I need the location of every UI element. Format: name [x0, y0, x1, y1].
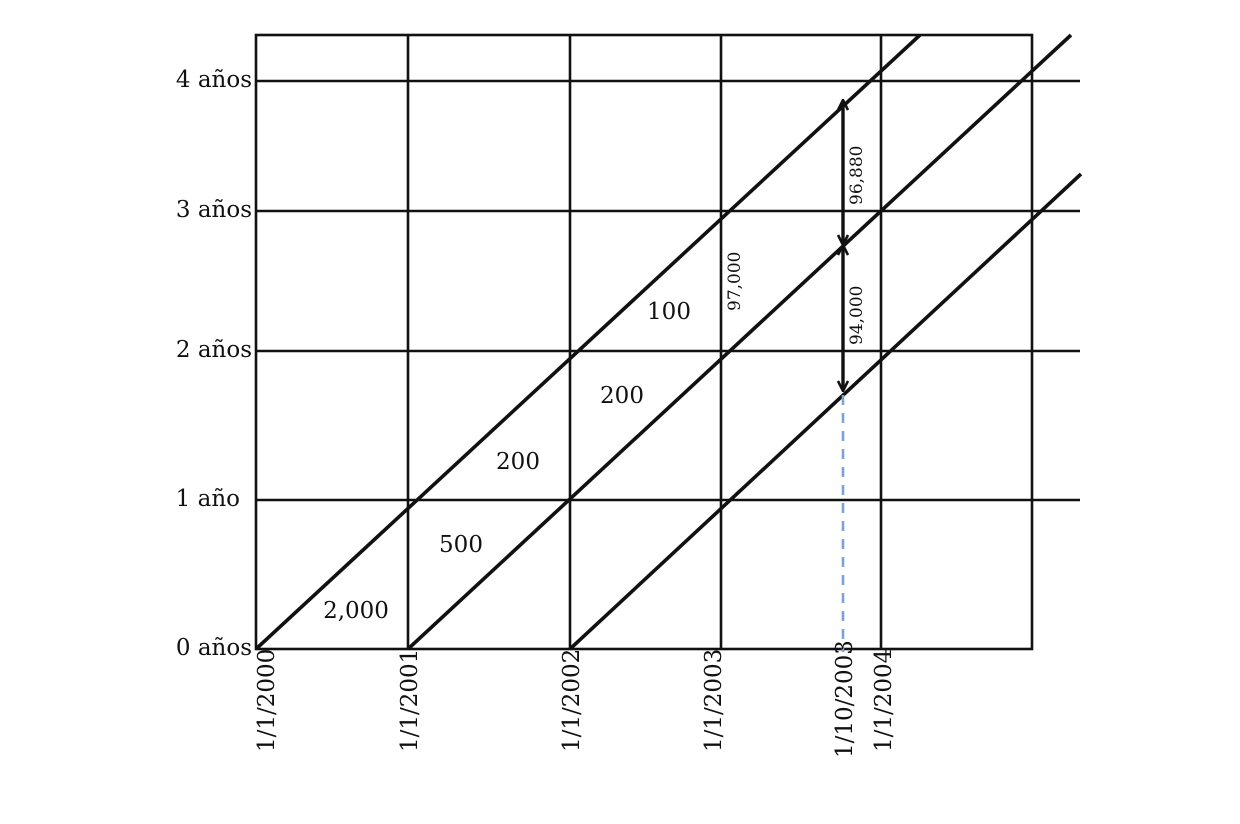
grid-frame [256, 35, 1032, 649]
lifelines [256, 35, 1081, 649]
cell-value-3: 200 [496, 449, 540, 475]
flow-value-upper: 96,880 [847, 146, 867, 205]
x-label-2003: 1/1/2003 [701, 649, 727, 752]
x-label-20031001: 1/10/2003 [832, 640, 858, 758]
cell-value-4: 200 [600, 383, 644, 409]
x-label-2001: 1/1/2001 [397, 649, 423, 752]
lifeline-cohort-2002 [570, 174, 1081, 649]
flow-value-side: 97,000 [725, 252, 745, 311]
cell-value-5: 100 [647, 299, 691, 325]
x-label-2000: 1/1/2000 [254, 649, 280, 752]
flow-value-lower: 94,000 [847, 286, 867, 345]
lifeline-cohort-2000 [256, 35, 920, 649]
lifeline-cohort-2001 [408, 35, 1071, 649]
cell-value-1: 2,000 [323, 598, 389, 624]
cell-value-2: 500 [439, 532, 483, 558]
y-label-4: 4 años [176, 67, 252, 93]
y-label-0: 0 años [176, 635, 252, 661]
x-axis-labels: 1/1/2000 1/1/2001 1/1/2002 1/1/2003 1/10… [254, 640, 897, 758]
y-axis-labels: 0 años 1 año 2 años 3 años 4 años [176, 67, 252, 661]
x-label-2004: 1/1/2004 [871, 649, 897, 752]
y-label-2: 2 años [176, 337, 252, 363]
cell-values: 2,000 500 200 200 100 [323, 299, 691, 624]
y-label-1: 1 año [176, 486, 240, 512]
y-label-3: 3 años [176, 197, 252, 223]
x-label-2002: 1/1/2002 [559, 649, 585, 752]
